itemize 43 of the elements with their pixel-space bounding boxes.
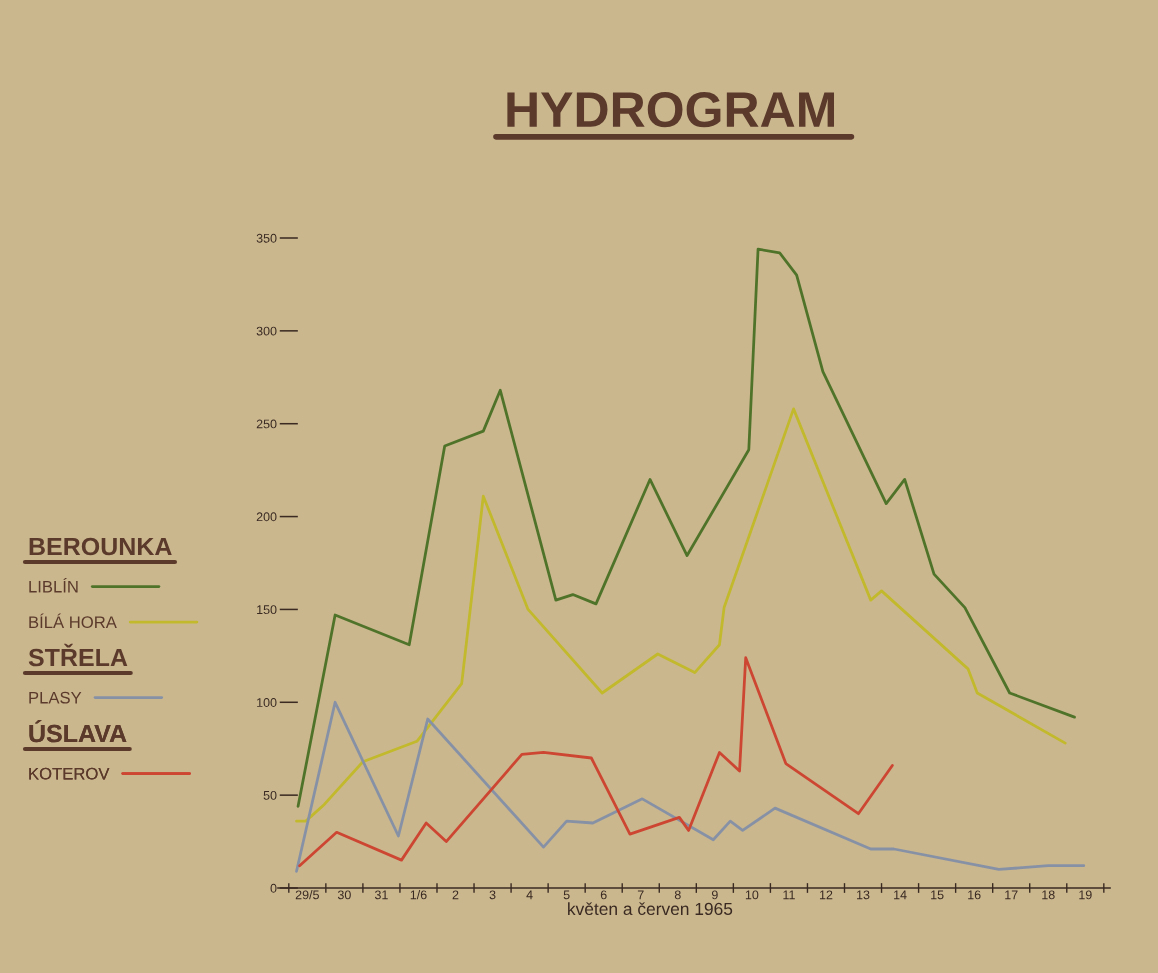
x-tick-label: 5 (563, 890, 570, 900)
y-tick-label: 250 (256, 419, 277, 429)
legend-label: LIBLÍN (29, 577, 78, 593)
x-tick-label: 12 (819, 890, 833, 900)
x-tick-label: 10 (745, 890, 759, 900)
x-tick-label: 11 (783, 890, 795, 900)
x-tick-label: 31 (374, 890, 388, 900)
y-tick-label: 50 (263, 790, 277, 800)
x-tick-label: 17 (1005, 890, 1018, 900)
x-tick-label: 19 (1079, 890, 1092, 900)
x-tick-label: 6 (600, 890, 607, 900)
text: ÚSLAVA (29, 719, 127, 743)
legend-label: PLASY (29, 691, 82, 704)
x-tick-label: 2 (452, 890, 459, 900)
x-tick-label: 14 (894, 890, 907, 900)
x-tick-label: 18 (1042, 890, 1055, 900)
y-tick-label: 350 (256, 233, 277, 243)
text: STŘELA (28, 643, 128, 667)
line-series (295, 700, 1086, 873)
x-tick-label: 15 (931, 890, 944, 900)
x-tick-label: 13 (857, 890, 870, 900)
x-tick-label: 29/5 (295, 890, 319, 900)
text: BEROUNKA (29, 537, 172, 556)
y-tick-label: 300 (256, 326, 277, 336)
y-tick-label: 200 (256, 512, 277, 522)
x-tick-label: 16 (968, 890, 981, 900)
line-series (296, 247, 1076, 808)
x-tick-label: 8 (674, 890, 681, 900)
y-tick-label: 100 (257, 698, 277, 707)
y-tick-label: 150 (257, 605, 277, 615)
x-tick-label: 9 (711, 890, 718, 900)
x-tick-label: 4 (526, 890, 533, 900)
y-tick-label: 0 (270, 883, 277, 893)
chart-title: HYDROGRAM (507, 91, 835, 128)
x-tick-label: 30 (337, 890, 351, 900)
legend-label: KOTEROV (29, 767, 110, 780)
line-series (298, 656, 894, 868)
x-tick-label: 3 (489, 890, 496, 900)
legend-label: BÍLÁ HORA (29, 613, 117, 629)
x-axis-title: květen a červen 1965 (568, 902, 733, 916)
x-tick-label: 1/6 (410, 890, 427, 900)
x-tick-label: 7 (637, 890, 644, 900)
line-series (295, 407, 1067, 823)
